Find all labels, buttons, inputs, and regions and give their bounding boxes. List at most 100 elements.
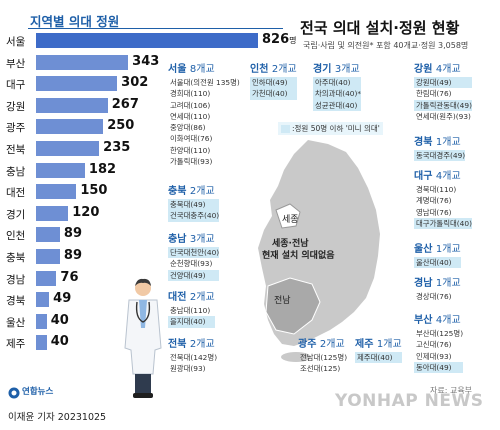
mini-legend-text: :정원 50명 이하 '미니 의대'	[292, 124, 380, 133]
school-item: 건국대충주(40)	[168, 210, 220, 222]
bar-value-label: 235	[103, 140, 131, 155]
school-item: 가톨릭대(93)	[170, 157, 213, 167]
school-item: 경희대(110)	[170, 89, 211, 99]
doctor-legs	[135, 374, 151, 394]
region-name: 전북	[168, 339, 190, 350]
school-item: 인제대(93)	[416, 351, 452, 361]
region-school-count: 4개교	[435, 315, 461, 326]
region-name: 대구	[414, 171, 436, 182]
region-name: 부산	[414, 315, 436, 326]
region-name: 강원	[414, 64, 436, 75]
region-name: 경남	[414, 278, 436, 289]
bar	[36, 227, 60, 243]
bar-value-label: 182	[88, 161, 117, 177]
bar	[36, 205, 69, 221]
region-block: 충남 3개교 단국대천안(40) 순천향대(93) 건양대(49)	[168, 233, 220, 281]
bar	[36, 184, 77, 200]
region-block: 강원 4개교 강원대(49) 한림대(76) 가톨릭관동대(49) 연세대(원주)(93…	[414, 63, 472, 122]
source-note: 자료: 교육부	[430, 386, 473, 395]
bar	[36, 335, 47, 351]
bar-value-label: 89	[63, 248, 82, 263]
region-name: 충북	[168, 186, 190, 197]
school-item: 제주대(40)	[355, 352, 402, 364]
region-school-count: 1개교	[435, 137, 461, 148]
school-item: 울산대(40)	[414, 257, 461, 269]
agency-name: 연합뉴스	[22, 387, 54, 397]
region-heading: 경기 3개교	[313, 63, 361, 77]
region-heading: 경북 1개교	[414, 136, 465, 150]
school-item: 가톨릭관동대(49)	[414, 99, 472, 111]
school-item: 동아대(49)	[414, 361, 464, 374]
region-school-count: 2개교	[189, 186, 215, 197]
bar-category-label: 울산	[6, 316, 26, 329]
watermark: YONHAP NEWS	[335, 391, 484, 411]
doctor-shoes	[133, 393, 153, 398]
region-name: 대전	[168, 292, 190, 303]
chart-title: 지역별 의대 정원	[30, 14, 120, 29]
school-item: 을지대(40)	[168, 316, 215, 328]
bar-category-label: 전북	[6, 144, 26, 156]
bar-category-label: 인천	[6, 230, 26, 243]
school-item: 충남대(110)	[170, 306, 211, 315]
bar-value-label: 267	[111, 96, 139, 112]
region-name: 제주	[355, 339, 377, 350]
school-item: 성균관대(40)	[313, 99, 362, 111]
bar	[36, 54, 129, 70]
bar-category-label: 충남	[6, 165, 26, 178]
byline: 이재윤 기자 20231025	[8, 412, 107, 423]
region-name: 인천	[250, 64, 272, 75]
school-item: 건양대(49)	[168, 269, 220, 281]
bar-value-label: 49	[53, 291, 72, 307]
school-item: 경상대(76)	[416, 292, 452, 301]
region-school-count: 3개교	[189, 234, 215, 245]
bar	[36, 97, 108, 113]
school-item: 중앙대(86)	[170, 123, 206, 133]
region-name: 서울	[168, 64, 190, 75]
sejong-region-shape	[275, 203, 301, 229]
region-block: 충북 2개교 충북대(49) 건국대충주(40)	[168, 185, 220, 222]
bar-value-label: 302	[121, 75, 149, 91]
school-item: 경북대(110)	[416, 185, 457, 194]
region-school-count: 2개교	[271, 64, 297, 75]
school-item: 강원대(49)	[414, 77, 472, 89]
bar-category-label: 서울	[6, 36, 26, 48]
chart-title-rule	[28, 28, 283, 29]
school-item: 고신대(76)	[416, 340, 452, 350]
region-heading: 대구 4개교	[414, 170, 472, 184]
school-item: 고려대(106)	[170, 100, 211, 110]
region-heading: 인천 2개교	[250, 63, 297, 77]
bar	[36, 162, 85, 178]
school-item: 영남대(76)	[416, 207, 452, 217]
bar-category-label: 광주	[6, 122, 26, 135]
region-school-count: 3개교	[334, 64, 360, 75]
region-heading: 전북 2개교	[168, 338, 217, 352]
bar-category-label: 부산	[6, 57, 26, 70]
map-notice-line1: 세종·전남	[272, 239, 309, 249]
bar-value-label: 250	[107, 118, 135, 134]
region-school-count: 1개교	[376, 339, 402, 350]
school-item: 한림대(76)	[416, 89, 452, 99]
region-heading: 경남 1개교	[414, 277, 461, 291]
region-block: 전북 2개교 전북대(142명) 원광대(93)	[168, 338, 217, 375]
school-item: 서울대(의전원 135명)	[170, 78, 240, 87]
main-title: 전국 의대 설치·정원 현황	[300, 19, 460, 37]
mini-legend-swatch	[281, 125, 290, 133]
region-school-count: 2개교	[189, 292, 215, 303]
region-heading: 강원 4개교	[414, 63, 472, 77]
region-school-count: 2개교	[189, 339, 215, 350]
region-block: 경기 3개교 아주대(40) 차의과대(40)* 성균관대(40)	[313, 63, 362, 111]
region-name: 광주	[298, 339, 320, 350]
bar-category-label: 대전	[6, 187, 26, 200]
region-heading: 서울 8개교	[168, 63, 240, 77]
agency-logo-icon	[8, 387, 20, 399]
region-school-count: 4개교	[435, 64, 461, 75]
region-block: 부산 4개교 부산대(125명) 고신대(76) 인제대(93) 동아대(49)	[414, 314, 464, 374]
region-heading: 광주 2개교	[298, 338, 347, 352]
school-item: 전남대(125명)	[300, 353, 348, 362]
bar-value-unit: 명	[289, 36, 297, 45]
bar-value-label: 76	[60, 269, 79, 285]
school-item: 연세대(원주)(93)	[416, 111, 471, 121]
region-school-count: 1개교	[435, 278, 461, 289]
school-item: 단국대천안(40)	[168, 247, 220, 259]
